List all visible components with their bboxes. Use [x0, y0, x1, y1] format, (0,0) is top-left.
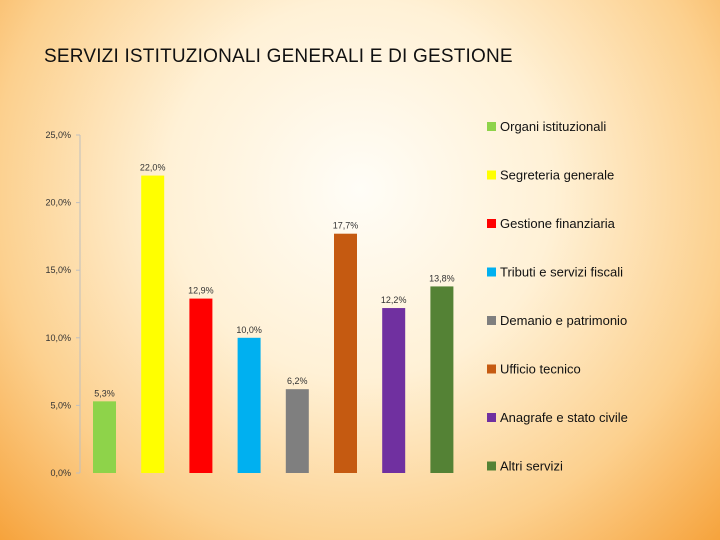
legend-swatch	[487, 122, 496, 131]
legend-label: Gestione finanziaria	[500, 216, 616, 231]
legend-swatch	[487, 364, 496, 374]
bar-series: 5,3% 22,0% 12,9% 10,0% 6,2% 17,7% 12,2% 13,8%	[93, 163, 455, 473]
chart-title: SERVIZI ISTITUZIONALI GENERALI E DI GEST…	[44, 46, 513, 67]
legend-label: Demanio e patrimonio	[500, 313, 627, 328]
data-label: 17,7%	[333, 221, 359, 231]
legend-item: Tributi e servizi fiscali	[487, 265, 623, 280]
y-tick-label: 20,0%	[45, 198, 71, 208]
legend-swatch	[487, 461, 496, 471]
bar	[189, 298, 213, 473]
data-label: 13,8%	[429, 273, 455, 283]
y-tick-label: 0,0%	[50, 468, 71, 478]
data-label: 10,0%	[236, 325, 262, 335]
legend-item: Demanio e patrimonio	[487, 313, 627, 328]
bar	[382, 308, 406, 473]
y-axis: 0,0% 5,0% 10,0% 15,0% 20,0% 25,0%	[45, 130, 81, 478]
bar	[285, 389, 309, 473]
data-label: 6,2%	[287, 376, 308, 386]
legend-label: Altri servizi	[500, 459, 563, 474]
legend-item: Organi istituzionali	[487, 119, 606, 134]
legend-item: Segreteria generale	[487, 168, 614, 183]
legend-item: Altri servizi	[487, 459, 563, 474]
legend-label: Segreteria generale	[500, 168, 614, 183]
legend-label: Ufficio tecnico	[500, 362, 581, 377]
data-label: 22,0%	[140, 163, 166, 173]
legend: Organi istituzionali Segreteria generale G…	[487, 119, 628, 474]
y-tick-label: 25,0%	[45, 130, 71, 140]
bar	[334, 233, 357, 473]
legend-item: Gestione finanziaria	[487, 216, 616, 231]
data-label: 12,2%	[381, 295, 407, 305]
legend-item: Ufficio tecnico	[487, 362, 581, 377]
y-tick-label: 5,0%	[50, 400, 71, 410]
legend-swatch	[487, 413, 496, 422]
bar	[93, 401, 116, 473]
data-label: 12,9%	[188, 286, 214, 296]
legend-swatch	[487, 219, 496, 228]
legend-swatch	[487, 316, 496, 325]
legend-label: Tributi e servizi fiscali	[500, 265, 623, 280]
bar	[237, 337, 261, 473]
legend-swatch	[487, 267, 496, 277]
bar	[430, 286, 454, 473]
legend-swatch	[487, 170, 496, 180]
legend-label: Anagrafe e stato civile	[500, 410, 628, 425]
y-tick-label: 10,0%	[45, 333, 71, 343]
legend-label: Organi istituzionali	[500, 119, 606, 134]
bar	[141, 175, 165, 473]
legend-item: Anagrafe e stato civile	[487, 410, 628, 425]
y-tick-label: 15,0%	[45, 265, 71, 275]
data-label: 5,3%	[94, 388, 115, 398]
